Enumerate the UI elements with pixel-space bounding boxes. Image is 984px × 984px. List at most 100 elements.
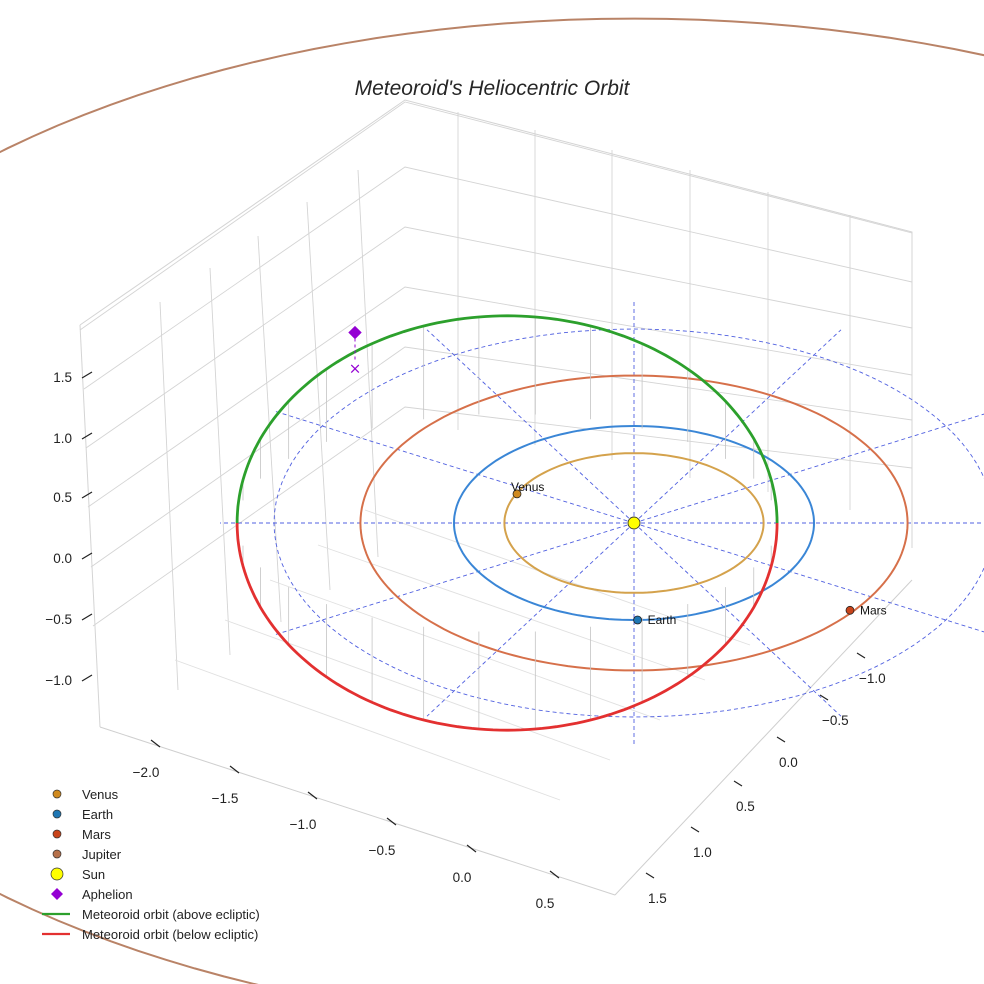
venus-marker — [512, 489, 522, 499]
meteoroid-orbit-below — [235, 522, 779, 732]
z-tick-label: 1.5 — [53, 370, 72, 385]
y-tick-mark — [776, 736, 786, 743]
x-gridline-wall — [257, 235, 282, 623]
legend-marker — [52, 829, 62, 839]
venus-label: Venus — [511, 480, 544, 494]
x-tick-label: −0.5 — [369, 843, 396, 858]
z-gridline — [79, 101, 913, 331]
z-gridline — [92, 406, 913, 627]
x-gridline-wall — [159, 301, 179, 691]
axes-ticks: −1.0 −0.5 0.0 0.5 1.0 1.5 −2.0 −1.5 −1.0 −0.5 0.0 0… — [45, 370, 885, 911]
z-tick-label: −0.5 — [45, 612, 72, 627]
legend-label: Mars — [82, 827, 111, 842]
aphelion-marker — [348, 325, 362, 340]
mars-label: Mars — [860, 603, 887, 617]
chart-title: Meteoroid's Heliocentric Orbit — [355, 77, 631, 100]
z-tick-mark — [81, 432, 93, 440]
y-tick-label: 1.5 — [648, 891, 667, 906]
jupiter-orbit — [0, 17, 984, 984]
ecliptic-spoke — [633, 522, 984, 633]
z-gridline — [90, 346, 913, 568]
legend-marker — [52, 809, 62, 819]
ecliptic-spoke — [426, 522, 635, 717]
x-tick-mark — [386, 817, 397, 826]
z-tick-label: 1.0 — [53, 431, 72, 446]
y-tick-label: 0.5 — [736, 799, 755, 814]
x-tick-label: 0.0 — [453, 870, 472, 885]
y-tick-label: 0.0 — [779, 755, 798, 770]
legend-marker — [52, 789, 62, 799]
z-tick-label: 0.5 — [53, 490, 72, 505]
mars-marker — [845, 605, 855, 615]
earth-label: Earth — [648, 613, 677, 627]
venus-orbit — [503, 452, 765, 594]
left-wall-edge — [79, 324, 101, 728]
y-tick-mark — [733, 780, 743, 787]
y-tick-label: −0.5 — [822, 713, 849, 728]
floor-right-edge — [614, 579, 913, 896]
x-gridline-wall — [357, 169, 379, 558]
z-tick-mark — [81, 613, 93, 621]
x-gridline-wall — [306, 201, 331, 591]
legend-label: Earth — [82, 807, 113, 822]
legend-label: Meteoroid orbit (above ecliptic) — [82, 907, 260, 922]
back-frame — [79, 99, 913, 548]
y-tick-mark — [856, 652, 866, 659]
axes-panes — [79, 99, 913, 896]
legend-label: Aphelion — [82, 887, 133, 902]
floor-front-edge — [99, 726, 616, 896]
earth-orbit — [452, 424, 815, 622]
x-tick-mark — [466, 844, 477, 853]
mars-orbit — [359, 374, 909, 672]
earth-marker — [633, 615, 642, 625]
z-tick-mark — [81, 371, 93, 379]
z-tick-label: −1.0 — [45, 673, 72, 688]
sun-marker — [627, 516, 641, 530]
x-tick-label: −2.0 — [133, 765, 160, 780]
x-tick-mark — [549, 870, 560, 879]
legend-marker — [50, 867, 64, 881]
legend: Venus Earth Mars Jupiter Sun Aphelion Meteoroi… — [42, 787, 260, 942]
floor-gridline — [224, 619, 611, 761]
x-tick-label: −1.0 — [290, 817, 317, 832]
floor-gridline — [174, 659, 561, 801]
legend-item: Meteoroid orbit (above ecliptic) — [42, 907, 260, 922]
x-tick-label: 0.5 — [536, 896, 555, 911]
legend-item: Meteoroid orbit (below ecliptic) — [42, 927, 258, 942]
floor-gridline — [317, 544, 706, 681]
legend-item: Sun — [50, 867, 105, 882]
legend-marker — [51, 888, 63, 900]
x-tick-mark — [307, 791, 318, 800]
ecliptic-spoke — [633, 413, 984, 524]
legend-label: Venus — [82, 787, 119, 802]
legend-marker — [52, 849, 62, 859]
floor-gridline — [269, 579, 661, 721]
z-tick-label: 0.0 — [53, 551, 72, 566]
z-tick-mark — [81, 674, 93, 682]
ecliptic-spoke — [426, 329, 635, 524]
x-tick-mark — [150, 739, 161, 748]
x-tick-mark — [229, 765, 240, 774]
z-gridline — [87, 286, 913, 508]
y-tick-label: 1.0 — [693, 845, 712, 860]
legend-item: Aphelion — [51, 887, 133, 902]
z-tick-mark — [81, 552, 93, 560]
x-tick-label: −1.5 — [212, 791, 239, 806]
z-gridline — [83, 166, 913, 390]
legend-label: Meteoroid orbit (below ecliptic) — [82, 927, 258, 942]
legend-label: Sun — [82, 867, 105, 882]
y-tick-mark — [645, 872, 655, 879]
legend-item: Mars — [52, 827, 111, 842]
meteoroid-orbit-above — [235, 314, 779, 524]
floor-gridline — [364, 509, 751, 646]
y-tick-label: −1.0 — [859, 671, 886, 686]
legend-item: Jupiter — [52, 847, 122, 862]
legend-item: Venus — [52, 787, 119, 802]
legend-label: Jupiter — [82, 847, 122, 862]
legend-item: Earth — [52, 807, 113, 822]
ecliptic-spoke — [633, 329, 842, 524]
y-tick-mark — [690, 826, 700, 833]
z-tick-mark — [81, 491, 93, 499]
ecliptic-spoke — [633, 522, 842, 717]
